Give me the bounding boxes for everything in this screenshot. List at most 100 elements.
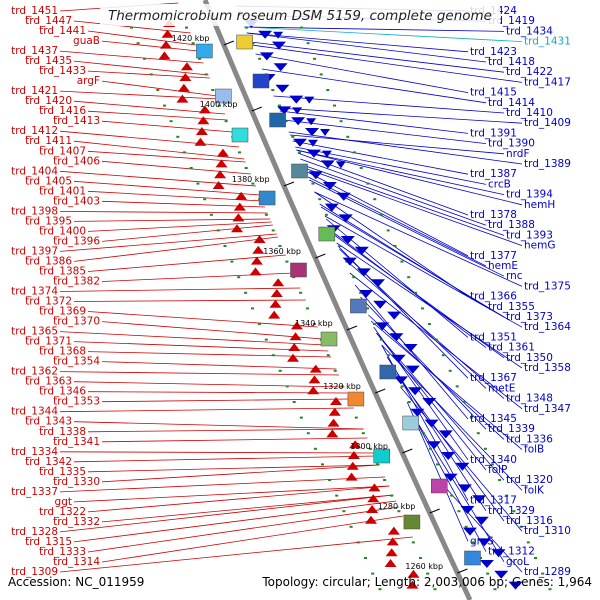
gene-label-trd-1344[interactable]: trd_1344 (11, 406, 58, 418)
gene-label-trd-1339[interactable]: trd_1339 (488, 423, 535, 435)
gene-label-argf[interactable]: argF (77, 75, 100, 87)
gene-label-trd-1370[interactable]: trd_1370 (53, 316, 100, 328)
gene-label-trd-1403[interactable]: trd_1403 (53, 195, 100, 207)
gene-label-trd-1341[interactable]: trd_1341 (53, 436, 100, 448)
gene-label-trd-1354[interactable]: trd_1354 (53, 356, 100, 368)
gene-label-trd-1361[interactable]: trd_1361 (488, 342, 535, 354)
gene-label-trd-1317[interactable]: trd_1317 (470, 495, 517, 507)
gene-label-trd-1417[interactable]: trd_1417 (524, 76, 571, 88)
gene-label-trd-1369[interactable]: trd_1369 (39, 306, 86, 318)
gene-label-trd-1382[interactable]: trd_1382 (53, 276, 100, 288)
gene-label-trd-1420[interactable]: trd_1420 (25, 95, 72, 107)
gene-label-trd-1289[interactable]: trd_1289 (524, 566, 571, 578)
gene-label-trd-1396[interactable]: trd_1396 (53, 235, 100, 247)
gene-label-trd-1375[interactable]: trd_1375 (524, 280, 571, 292)
gene-label-ggt[interactable]: ggt (55, 496, 72, 508)
gene-label-trd-1415[interactable]: trd_1415 (470, 87, 517, 99)
gene-label-rnc[interactable]: rnc (506, 270, 523, 282)
gene-label-trd-1365[interactable]: trd_1365 (11, 326, 58, 338)
gene-label-trd-1350[interactable]: trd_1350 (506, 352, 553, 364)
gene-label-trd-1312[interactable]: trd_1312 (488, 546, 535, 558)
gene-label-trd-1451[interactable]: trd_1451 (11, 5, 58, 17)
gene-label-trd-1410[interactable]: trd_1410 (506, 107, 553, 119)
gene-label-trd-1401[interactable]: trd_1401 (39, 185, 86, 197)
gene-label-trd-1328[interactable]: trd_1328 (11, 526, 58, 538)
gene-label-trd-1437[interactable]: trd_1437 (11, 45, 58, 57)
gene-label-trd-1320[interactable]: trd_1320 (506, 474, 553, 486)
gene-label-trd-1364[interactable]: trd_1364 (524, 321, 571, 333)
gene-label-trd-1373[interactable]: trd_1373 (506, 311, 553, 323)
gene-label-trd-1391[interactable]: trd_1391 (470, 127, 517, 139)
gene-label-guab[interactable]: guaB (73, 35, 100, 47)
gene-label-trd-1385[interactable]: trd_1385 (39, 266, 86, 278)
gene-label-gros[interactable]: groS (470, 535, 494, 547)
gene-label-trd-1433[interactable]: trd_1433 (39, 65, 86, 77)
gene-label-hemg[interactable]: hemG (524, 240, 555, 252)
gene-label-trd-1345[interactable]: trd_1345 (470, 413, 517, 425)
gene-label-trd-1423[interactable]: trd_1423 (470, 46, 517, 58)
gene-label-trd-1333[interactable]: trd_1333 (39, 546, 86, 558)
gene-label-trd-1368[interactable]: trd_1368 (39, 346, 86, 358)
gene-label-trd-1362[interactable]: trd_1362 (11, 366, 58, 378)
gene-label-trd-1330[interactable]: trd_1330 (53, 476, 100, 488)
gene-label-hemh[interactable]: hemH (524, 199, 555, 211)
gene-label-heme[interactable]: hemE (488, 260, 518, 272)
gene-label-trd-1411[interactable]: trd_1411 (25, 135, 72, 147)
gene-label-trd-1400[interactable]: trd_1400 (39, 225, 86, 237)
gene-label-mete[interactable]: metE (488, 382, 515, 394)
gene-label-trd-1343[interactable]: trd_1343 (25, 416, 72, 428)
gene-label-trd-1395[interactable]: trd_1395 (25, 215, 72, 227)
gene-label-trd-1358[interactable]: trd_1358 (524, 362, 571, 374)
gene-label-trd-1309[interactable]: trd_1309 (11, 566, 58, 578)
gene-label-trd-1334[interactable]: trd_1334 (11, 446, 58, 458)
gene-label-trd-1316[interactable]: trd_1316 (506, 515, 553, 527)
gene-label-trd-1332[interactable]: trd_1332 (53, 516, 100, 528)
gene-label-trd-1340[interactable]: trd_1340 (470, 454, 517, 466)
gene-label-trd-1431[interactable]: trd_1431 (524, 36, 571, 48)
gene-label-trd-1414[interactable]: trd_1414 (488, 97, 535, 109)
gene-label-trd-1348[interactable]: trd_1348 (506, 393, 553, 405)
gene-label-trd-1447[interactable]: trd_1447 (25, 15, 72, 27)
gene-label-trd-1393[interactable]: trd_1393 (506, 229, 553, 241)
gene-label-trd-1310[interactable]: trd_1310 (524, 525, 571, 537)
gene-label-trd-1338[interactable]: trd_1338 (39, 426, 86, 438)
gene-label-folb[interactable]: folB (524, 444, 544, 456)
gene-label-trd-1407[interactable]: trd_1407 (39, 145, 86, 157)
gene-label-trd-1342[interactable]: trd_1342 (25, 456, 72, 468)
gene-label-trd-1314[interactable]: trd_1314 (53, 556, 100, 568)
gene-label-folk[interactable]: folK (524, 484, 545, 496)
gene-label-trd-1377[interactable]: trd_1377 (470, 250, 517, 262)
gene-label-trd-1353[interactable]: trd_1353 (53, 396, 100, 408)
gene-label-trd-1337[interactable]: trd_1337 (11, 486, 58, 498)
gene-label-trd-1355[interactable]: trd_1355 (488, 301, 535, 313)
gene-label-trd-1347[interactable]: trd_1347 (524, 403, 571, 415)
gene-label-trd-1371[interactable]: trd_1371 (25, 336, 72, 348)
gene-label-trd-1421[interactable]: trd_1421 (11, 85, 58, 97)
gene-label-trd-1441[interactable]: trd_1441 (39, 25, 86, 37)
gene-label-trd-1351[interactable]: trd_1351 (470, 331, 517, 343)
gene-label-trd-1398[interactable]: trd_1398 (11, 205, 58, 217)
gene-label-trd-1413[interactable]: trd_1413 (53, 115, 100, 127)
gene-label-trd-1322[interactable]: trd_1322 (39, 506, 86, 518)
gene-label-trd-1336[interactable]: trd_1336 (506, 433, 553, 445)
gene-label-trd-1387[interactable]: trd_1387 (470, 168, 517, 180)
gene-label-trd-1374[interactable]: trd_1374 (11, 286, 58, 298)
gene-label-trd-1416[interactable]: trd_1416 (39, 105, 86, 117)
gene-label-trd-1315[interactable]: trd_1315 (25, 536, 72, 548)
gene-label-trd-1412[interactable]: trd_1412 (11, 125, 58, 137)
gene-label-trd-1418[interactable]: trd_1418 (488, 56, 535, 68)
gene-label-grol[interactable]: groL (506, 556, 529, 568)
gene-label-trd-1397[interactable]: trd_1397 (11, 245, 58, 257)
gene-label-trd-1409[interactable]: trd_1409 (524, 117, 571, 129)
gene-label-crcb[interactable]: crcB (488, 178, 511, 190)
gene-label-trd-1390[interactable]: trd_1390 (488, 138, 535, 150)
gene-label-trd-1386[interactable]: trd_1386 (25, 255, 72, 267)
gene-label-trd-1434[interactable]: trd_1434 (506, 25, 553, 37)
gene-label-trd-1335[interactable]: trd_1335 (39, 466, 86, 478)
gene-label-trd-1366[interactable]: trd_1366 (470, 291, 517, 303)
gene-label-folp[interactable]: folP (488, 464, 507, 476)
gene-label-nrdf[interactable]: nrdF (506, 148, 530, 160)
gene-label-trd-1389[interactable]: trd_1389 (524, 158, 571, 170)
gene-label-trd-1363[interactable]: trd_1363 (25, 376, 72, 388)
